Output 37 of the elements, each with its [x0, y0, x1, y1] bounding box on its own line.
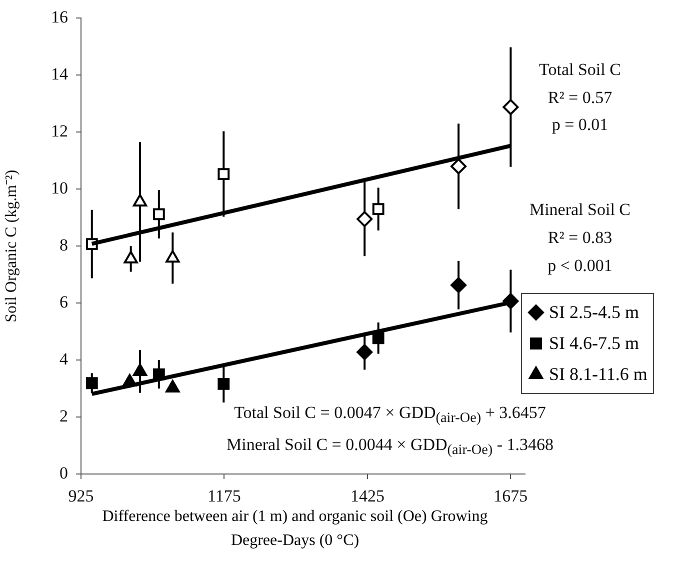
point — [356, 211, 373, 228]
x-tick-label: 925 — [68, 486, 94, 506]
y-tick-label: 8 — [60, 236, 68, 255]
y-tick-label: 10 — [51, 178, 68, 198]
y-tick-label: 0 — [60, 463, 68, 482]
point — [502, 99, 519, 116]
legend-label: SI 8.1-11.6 m — [549, 364, 648, 385]
text: p < 0.001 — [548, 256, 612, 276]
y-tick-label: 16 — [51, 8, 68, 27]
point — [450, 277, 467, 294]
x-tick-label: 1425 — [350, 486, 384, 506]
x-tick-label: 1175 — [208, 486, 241, 506]
annotation: Mineral Soil C = 0.0044 × GDD$_{(air-Oe)}$ - 1.3468 — [226, 434, 554, 460]
text: p = 0.01 — [552, 115, 608, 135]
legend-label: SI 4.6-7.5 m — [549, 333, 639, 354]
point — [450, 158, 467, 174]
point — [86, 377, 98, 390]
text: Mineral Soil C — [529, 200, 631, 220]
point — [356, 344, 373, 360]
y-tick-label: 6 — [60, 292, 68, 312]
y-tick-label: 14 — [51, 64, 68, 84]
point — [218, 168, 230, 180]
y-tick-label: 2 — [60, 406, 68, 426]
text: Total Soil C — [539, 60, 621, 80]
y-tick-label: 12 — [51, 122, 68, 141]
point — [218, 378, 230, 390]
point — [372, 203, 384, 216]
x-tick-label: 1675 — [494, 486, 528, 506]
text: R² = 0.83 — [548, 228, 612, 248]
point — [372, 332, 384, 344]
annotation: Total Soil C = 0.0047 × GDD$_{(air-Oe)}$ + 3.6457 — [234, 402, 546, 428]
legend-label: SI 2.5-4.5 m — [549, 302, 639, 323]
y-axis-title: Soil Organic C (kg.m⁻²) — [2, 170, 20, 322]
x-axis-title: Difference between air (1 m) and organic soil (Oe) Growing Degree-Days (0 °C) — [101, 507, 489, 551]
point — [152, 208, 165, 220]
y-tick-label: 4 — [60, 350, 68, 369]
text: R² = 0.57 — [548, 88, 612, 108]
